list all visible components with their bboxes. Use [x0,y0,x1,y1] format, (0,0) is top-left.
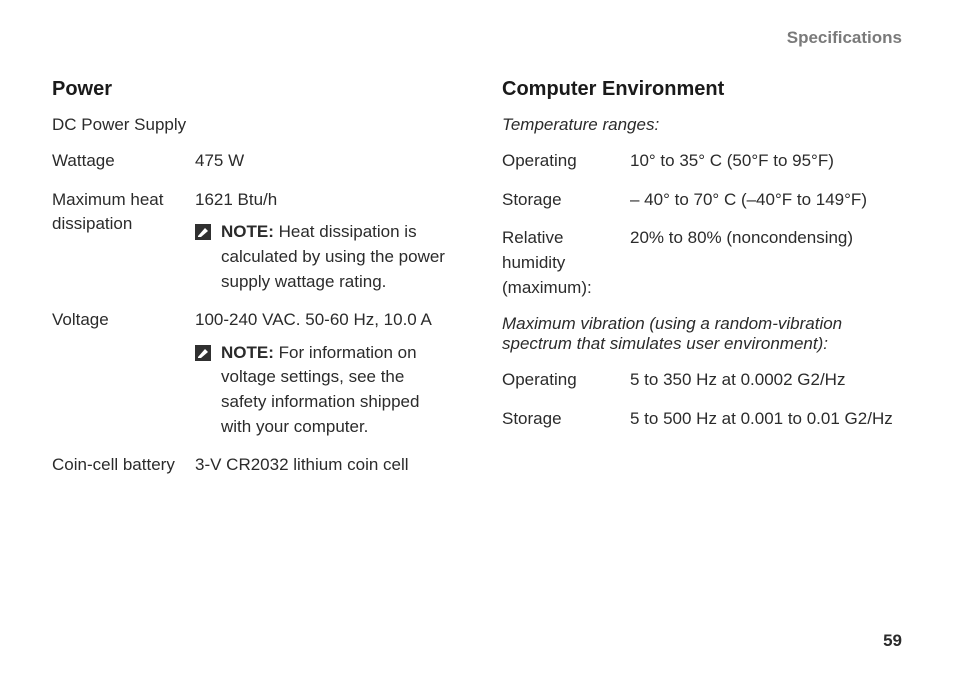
spec-row: Storage – 40° to 70° C (–40°F to 149°F) [502,188,902,213]
spec-row: Operating 5 to 350 Hz at 0.0002 G2/Hz [502,368,902,393]
environment-title: Computer Environment [502,78,902,101]
power-title: Power [52,78,452,101]
note-label: NOTE: [221,222,274,241]
spec-value-text: 100-240 VAC. 50-60 Hz, 10.0 A [195,310,432,329]
temperature-subheading: Temperature ranges: [502,115,902,135]
note-block: NOTE: Heat dissipation is calculated by … [195,220,452,294]
spec-label: Operating [502,149,630,174]
spec-value: 5 to 500 Hz at 0.001 to 0.01 G2/Hz [630,407,902,432]
power-section: Power DC Power Supply Wattage 475 W Maxi… [52,78,452,492]
spec-label: Voltage [52,308,195,333]
spec-row: Maximum heat dissipation 1621 Btu/h NOTE… [52,188,452,295]
spec-label: Coin-cell battery [52,453,195,478]
spec-row: Storage 5 to 500 Hz at 0.001 to 0.01 G2/… [502,407,902,432]
spec-value: 475 W [195,149,452,174]
spec-row: Operating 10° to 35° C (50°F to 95°F) [502,149,902,174]
spec-row: Relative humidity (maximum): 20% to 80% … [502,226,902,300]
spec-row: Voltage 100-240 VAC. 50-60 Hz, 10.0 A NO… [52,308,452,439]
document-page: Specifications Power DC Power Supply Wat… [0,0,954,677]
page-header: Specifications [52,28,902,48]
spec-label: Storage [502,407,630,432]
spec-label: Relative humidity (maximum): [502,226,630,300]
spec-value: – 40° to 70° C (–40°F to 149°F) [630,188,902,213]
environment-section: Computer Environment Temperature ranges:… [502,78,902,492]
spec-value: 3-V CR2032 lithium coin cell [195,453,452,478]
vibration-subheading: Maximum vibration (using a random-vibrat… [502,314,902,354]
note-text: NOTE: Heat dissipation is calculated by … [221,220,452,294]
note-block: NOTE: For information on voltage setting… [195,341,452,440]
spec-value: 20% to 80% (noncondensing) [630,226,902,251]
note-text: NOTE: For information on voltage setting… [221,341,452,440]
spec-label: Operating [502,368,630,393]
note-icon [195,344,211,360]
note-icon [195,223,211,239]
spec-row: Wattage 475 W [52,149,452,174]
content-columns: Power DC Power Supply Wattage 475 W Maxi… [52,78,902,492]
spec-label: Storage [502,188,630,213]
power-subheading: DC Power Supply [52,115,452,135]
note-label: NOTE: [221,343,274,362]
spec-row: Coin-cell battery 3-V CR2032 lithium coi… [52,453,452,478]
spec-label: Maximum heat dissipation [52,188,195,237]
spec-value-text: 1621 Btu/h [195,190,277,209]
spec-label: Wattage [52,149,195,174]
page-number: 59 [883,631,902,651]
spec-value: 1621 Btu/h NOTE: Heat dissipation is cal… [195,188,452,295]
spec-value: 5 to 350 Hz at 0.0002 G2/Hz [630,368,902,393]
spec-value: 10° to 35° C (50°F to 95°F) [630,149,902,174]
spec-value: 100-240 VAC. 50-60 Hz, 10.0 A NOTE: For … [195,308,452,439]
